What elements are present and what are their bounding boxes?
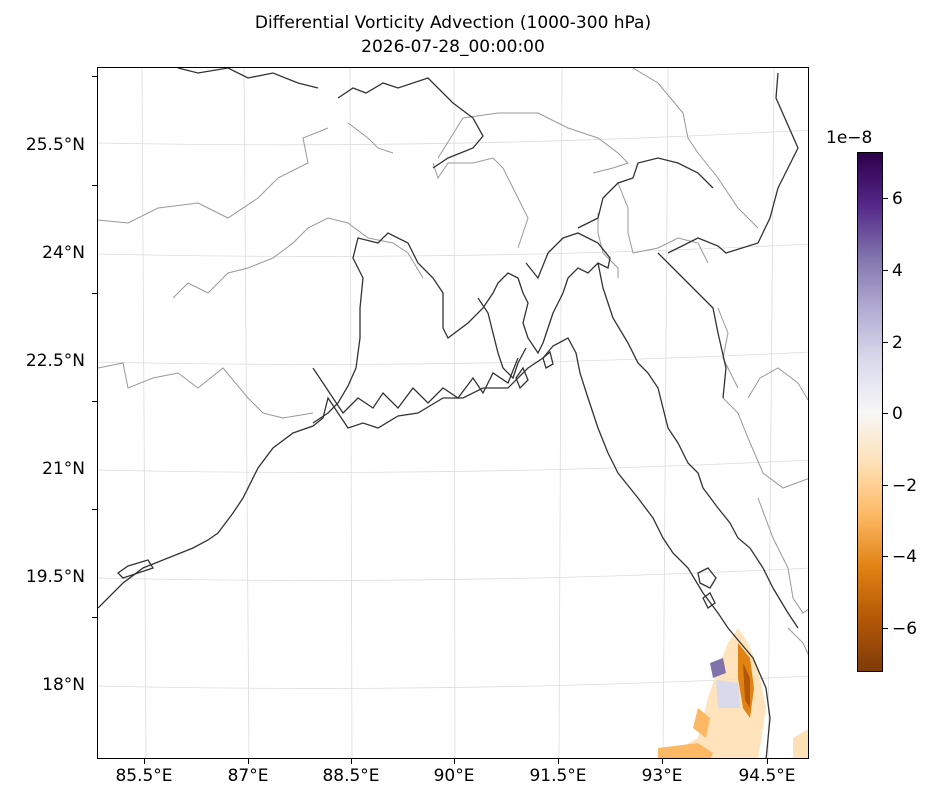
colorbar xyxy=(857,152,883,672)
lat-gridline xyxy=(98,459,808,473)
colorbar-label: 2 xyxy=(892,333,903,353)
coastline-delta xyxy=(312,357,519,415)
border-line xyxy=(597,213,619,278)
colorbar-label: −6 xyxy=(892,619,918,639)
lon-tick xyxy=(248,759,250,764)
coastline-ne xyxy=(667,72,799,254)
lat-gridline xyxy=(98,567,808,581)
lon-gridline xyxy=(141,68,147,758)
coastline-nw xyxy=(177,68,319,89)
field-strip xyxy=(658,743,713,758)
border-line xyxy=(787,627,808,655)
coastline-north xyxy=(337,77,484,169)
country-borders xyxy=(98,68,808,655)
lat-label: 21°N xyxy=(42,459,85,479)
lon-gridline xyxy=(453,68,456,758)
island xyxy=(702,592,716,609)
lat-gridline xyxy=(98,243,808,257)
gridlines xyxy=(98,68,808,758)
colorbar-label: 6 xyxy=(892,189,903,209)
border-line xyxy=(347,122,394,154)
lat-label: 24°N xyxy=(42,243,85,263)
lat-label: 22.5°N xyxy=(25,351,85,371)
lat-label: 25.5°N xyxy=(25,135,85,155)
lon-tick xyxy=(144,759,146,764)
lon-label: 91.5°E xyxy=(529,766,587,786)
lon-label: 87°E xyxy=(227,766,269,786)
lon-gridline xyxy=(349,68,353,758)
vorticity-field xyxy=(658,628,808,758)
border-line xyxy=(617,182,709,264)
map-canvas xyxy=(98,68,808,758)
lon-label: 93°E xyxy=(641,766,683,786)
colorbar-tick xyxy=(883,556,888,558)
island xyxy=(542,350,554,369)
lon-label: 88.5°E xyxy=(322,766,380,786)
lat-tick xyxy=(92,509,97,511)
lat-tick xyxy=(92,185,97,187)
map-title: Differential Vorticity Advection (1000-3… xyxy=(254,13,652,33)
lon-tick xyxy=(454,759,456,764)
border-line xyxy=(172,217,424,299)
lat-label: 18°N xyxy=(42,675,85,695)
coastline-east xyxy=(657,252,727,399)
colorbar-label: −4 xyxy=(892,547,918,567)
colorbar-label: 4 xyxy=(892,261,903,281)
field-dark-patch xyxy=(743,663,750,708)
lon-label: 85.5°E xyxy=(115,766,173,786)
border-line xyxy=(717,307,739,389)
colorbar-tick xyxy=(883,413,888,415)
map-subtitle: 2026-07-28_00:00:00 xyxy=(361,37,545,57)
colorbar-tick xyxy=(883,270,888,272)
bangladesh-border xyxy=(312,232,611,424)
border-line xyxy=(98,362,314,419)
lat-tick xyxy=(92,617,97,619)
colorbar-label: 0 xyxy=(892,404,903,424)
lon-tick xyxy=(558,759,560,764)
myanmar-border xyxy=(597,262,799,629)
lat-tick xyxy=(92,76,97,78)
colorbar-exponent: 1e−8 xyxy=(826,128,873,148)
border-line xyxy=(432,157,529,249)
lon-label: 94.5°E xyxy=(738,766,796,786)
lon-gridline xyxy=(767,68,775,758)
lon-tick xyxy=(767,759,769,764)
island xyxy=(515,366,529,390)
field-lavender-patch xyxy=(716,680,740,708)
lon-tick xyxy=(662,759,664,764)
lat-gridline xyxy=(98,129,808,146)
lat-gridline xyxy=(98,675,808,689)
island xyxy=(697,567,717,589)
colorbar-tick xyxy=(883,198,888,200)
field-orange-patch xyxy=(693,708,710,738)
coastline-small xyxy=(116,559,154,579)
colorbar-tick xyxy=(883,628,888,630)
colorbar-tick xyxy=(883,485,888,487)
field-purple-patch xyxy=(710,658,726,678)
lon-gridline xyxy=(243,68,250,758)
colorbar-label: −2 xyxy=(892,476,918,496)
coastlines xyxy=(98,68,799,758)
border-line xyxy=(437,112,629,174)
lon-tick xyxy=(351,759,353,764)
coastline-ne2 xyxy=(577,157,714,229)
border-line xyxy=(722,397,808,489)
border-line xyxy=(747,367,808,401)
border-line xyxy=(757,497,808,614)
lon-gridline xyxy=(662,68,669,758)
border-line xyxy=(632,68,759,229)
colorbar-tick xyxy=(883,342,888,344)
lon-label: 90°E xyxy=(433,766,475,786)
border-line xyxy=(98,127,329,224)
field-edge-patch xyxy=(793,729,808,758)
coastline-delta2 xyxy=(477,297,527,380)
lat-label: 19.5°N xyxy=(25,567,85,587)
lon-gridline xyxy=(558,68,563,758)
lat-tick xyxy=(92,293,97,295)
lat-gridline xyxy=(98,351,808,365)
lat-tick xyxy=(92,401,97,403)
coastline xyxy=(98,337,771,758)
map-panel[interactable] xyxy=(97,67,809,759)
